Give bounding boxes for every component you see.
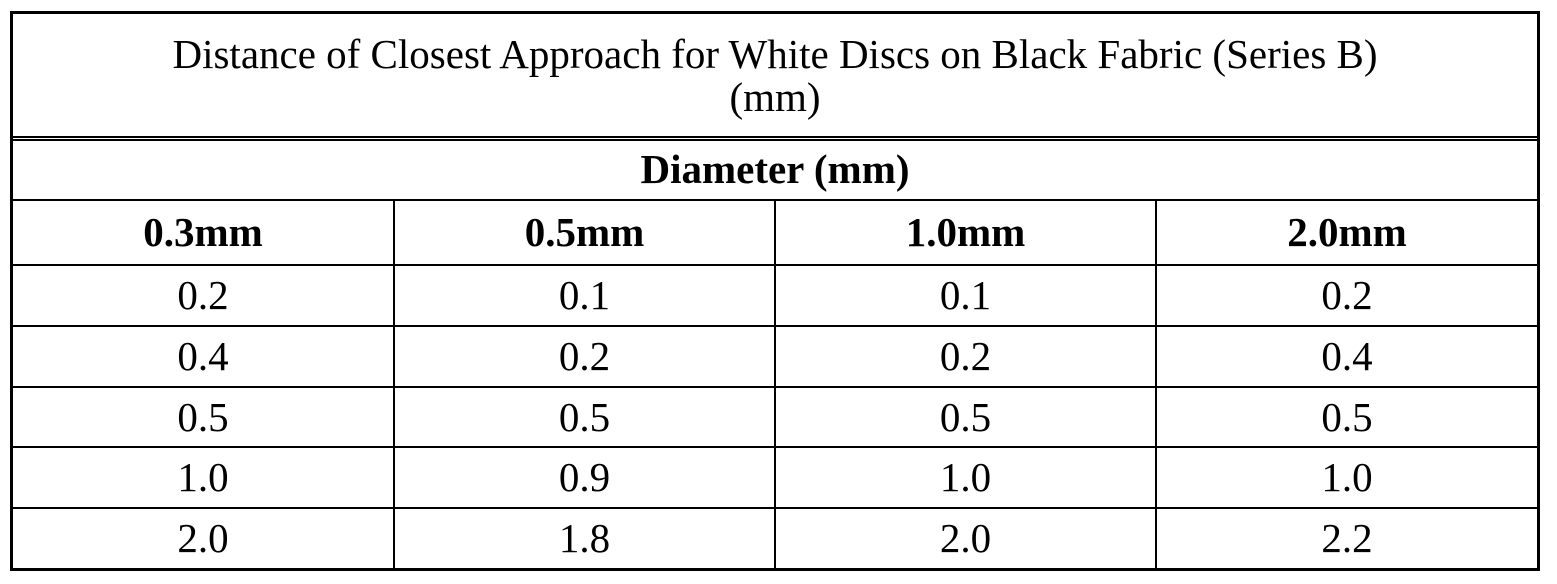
table-cell: 0.4 (13, 324, 395, 388)
table-cell: 0.2 (13, 264, 395, 327)
table-title: Distance of Closest Approach for White D… (13, 14, 1537, 141)
table-cell: 0.5 (393, 385, 776, 449)
table-cell: 0.5 (774, 385, 1157, 449)
group-header-row: Diameter (mm) (13, 137, 1537, 202)
table-row: 0.5 0.5 0.5 0.5 (13, 385, 1537, 449)
table-cell: 2.2 (1155, 507, 1537, 568)
closest-approach-table: Distance of Closest Approach for White D… (13, 14, 1537, 568)
table-row: 0.2 0.1 0.1 0.2 (13, 264, 1537, 327)
diameter-group-header: Diameter (mm) (13, 137, 1537, 202)
table-title-line2: (mm) (729, 73, 821, 120)
table-cell: 0.2 (774, 324, 1157, 388)
column-header-1-0mm: 1.0mm (774, 199, 1157, 267)
table-cell: 0.1 (774, 264, 1157, 327)
data-table-frame: Distance of Closest Approach for White D… (10, 11, 1540, 571)
table-cell: 1.0 (774, 446, 1157, 510)
title-row: Distance of Closest Approach for White D… (13, 14, 1537, 141)
table-cell: 1.8 (393, 507, 776, 568)
table-cell: 0.2 (393, 324, 776, 388)
column-header-row: 0.3mm 0.5mm 1.0mm 2.0mm (13, 199, 1537, 267)
column-header-0-3mm: 0.3mm (13, 199, 395, 267)
column-header-2-0mm: 2.0mm (1155, 199, 1537, 267)
table-cell: 0.5 (13, 385, 395, 449)
table-cell: 1.0 (13, 446, 395, 510)
table-row: 1.0 0.9 1.0 1.0 (13, 446, 1537, 510)
table-row: 0.4 0.2 0.2 0.4 (13, 324, 1537, 388)
table-cell: 1.0 (1155, 446, 1537, 510)
table-cell: 0.9 (393, 446, 776, 510)
table-cell: 2.0 (13, 507, 395, 568)
table-cell: 0.1 (393, 264, 776, 327)
table-cell: 2.0 (774, 507, 1157, 568)
column-header-0-5mm: 0.5mm (393, 199, 776, 267)
table-title-line1: Distance of Closest Approach for White D… (172, 30, 1378, 77)
table-row: 2.0 1.8 2.0 2.2 (13, 507, 1537, 568)
table-cell: 0.4 (1155, 324, 1537, 388)
table-cell: 0.2 (1155, 264, 1537, 327)
table-cell: 0.5 (1155, 385, 1537, 449)
